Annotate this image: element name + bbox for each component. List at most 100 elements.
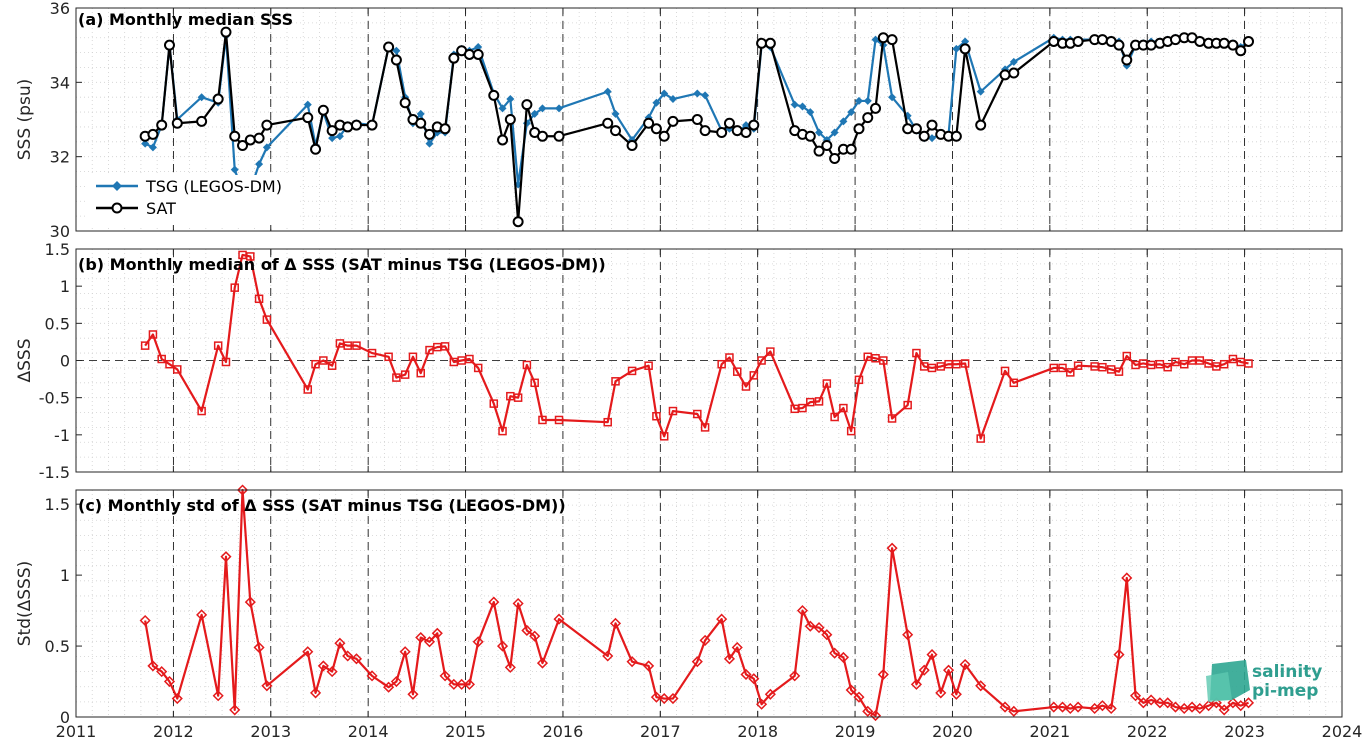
data-point bbox=[741, 382, 751, 391]
data-point bbox=[813, 622, 825, 634]
data-point bbox=[668, 406, 678, 416]
data-point bbox=[408, 352, 418, 362]
data-point bbox=[310, 143, 322, 155]
data-point bbox=[554, 415, 564, 425]
data-point bbox=[439, 670, 451, 682]
x-tick-label: 2015 bbox=[445, 722, 486, 741]
legend-tsg-label: TSG (LEGOS-DM) bbox=[145, 177, 282, 196]
data-point bbox=[789, 670, 801, 682]
data-point bbox=[457, 356, 466, 365]
data-point bbox=[463, 678, 475, 690]
data-point bbox=[936, 362, 946, 371]
y-tick-label: 1.5 bbox=[45, 240, 70, 259]
data-point bbox=[1072, 35, 1084, 47]
data-point bbox=[701, 91, 710, 100]
data-point bbox=[220, 26, 232, 38]
data-point bbox=[513, 393, 523, 402]
data-point bbox=[846, 426, 856, 436]
data-point bbox=[327, 361, 337, 370]
data-point bbox=[489, 399, 499, 408]
data-point bbox=[691, 656, 703, 668]
legend-sat-label: SAT bbox=[146, 199, 176, 218]
data-point bbox=[691, 114, 703, 125]
data-point bbox=[244, 596, 256, 608]
data-point bbox=[1121, 572, 1133, 584]
panel-title: (b) Monthly median of Δ SSS (SAT minus T… bbox=[78, 255, 606, 274]
data-point bbox=[536, 130, 548, 142]
data-point bbox=[1179, 359, 1189, 369]
data-point bbox=[400, 370, 410, 379]
data-point bbox=[813, 145, 825, 157]
axes-frame bbox=[75, 7, 1343, 232]
data-point bbox=[538, 415, 547, 425]
data-point bbox=[1195, 356, 1205, 365]
data-point bbox=[335, 132, 344, 141]
data-point bbox=[383, 41, 395, 53]
data-point bbox=[440, 342, 450, 351]
data-point bbox=[1096, 34, 1108, 46]
data-point bbox=[553, 130, 565, 142]
data-point bbox=[918, 664, 930, 676]
data-point bbox=[748, 673, 760, 685]
data-point bbox=[236, 484, 249, 496]
data-point bbox=[496, 640, 509, 652]
salinity-pimep-logo: salinity pi-mep bbox=[1206, 660, 1322, 702]
data-point bbox=[512, 597, 524, 610]
data-point bbox=[390, 675, 402, 688]
plot-area bbox=[76, 490, 1342, 717]
y-tick-label: -1 bbox=[54, 426, 70, 445]
data-point bbox=[1008, 705, 1020, 717]
data-point bbox=[303, 100, 312, 109]
data-point bbox=[342, 650, 354, 662]
data-point bbox=[798, 403, 807, 413]
panel-title: (c) Monthly std of Δ SSS (SAT minus TSG … bbox=[78, 496, 566, 515]
y-tick-label: 32 bbox=[50, 148, 70, 167]
data-point bbox=[335, 339, 345, 348]
data-point bbox=[350, 653, 363, 665]
data-point bbox=[392, 373, 401, 382]
data-point bbox=[261, 680, 273, 692]
data-point bbox=[742, 121, 751, 130]
data-point bbox=[148, 143, 157, 152]
data-point bbox=[1114, 367, 1124, 376]
data-point bbox=[699, 634, 711, 646]
data-point bbox=[439, 123, 451, 135]
data-point bbox=[326, 666, 338, 678]
data-point bbox=[472, 48, 484, 60]
data-point bbox=[975, 680, 987, 692]
data-point bbox=[529, 630, 541, 642]
data-point bbox=[147, 660, 159, 672]
data-point bbox=[1048, 701, 1060, 713]
data-point bbox=[254, 294, 264, 304]
data-point bbox=[230, 165, 239, 174]
data-point bbox=[512, 216, 524, 228]
panel-b-delta-sss: -1.5 -1 -0.5 0 0.5 1 1.5 ΔSSS (b) Monthly median… bbox=[15, 240, 1343, 482]
data-point bbox=[902, 629, 914, 641]
data-point bbox=[902, 123, 914, 135]
y-tick-label: 0.5 bbox=[45, 637, 70, 656]
x-tick-label: 2013 bbox=[250, 722, 291, 741]
data-point bbox=[1058, 363, 1067, 373]
data-point bbox=[643, 117, 655, 129]
data-point bbox=[407, 688, 419, 700]
x-tick-label: 2020 bbox=[932, 722, 973, 741]
data-point bbox=[1154, 697, 1166, 709]
data-point bbox=[171, 117, 183, 129]
data-point bbox=[959, 658, 971, 671]
data-point bbox=[693, 409, 702, 419]
x-tick-label: 2016 bbox=[543, 722, 584, 741]
data-point bbox=[1227, 697, 1239, 709]
legend: TSG (LEGOS-DM) SAT bbox=[88, 175, 300, 225]
data-point bbox=[845, 143, 857, 155]
data-point bbox=[806, 108, 815, 117]
data-point bbox=[952, 359, 961, 369]
data-point bbox=[877, 668, 889, 680]
data-point bbox=[693, 89, 702, 98]
data-point bbox=[311, 359, 320, 369]
x-tick-label: 2011 bbox=[56, 722, 97, 741]
data-point bbox=[383, 681, 395, 693]
data-point bbox=[1171, 357, 1180, 367]
y-tick-label: 0.5 bbox=[45, 314, 70, 333]
data-point bbox=[197, 93, 206, 102]
